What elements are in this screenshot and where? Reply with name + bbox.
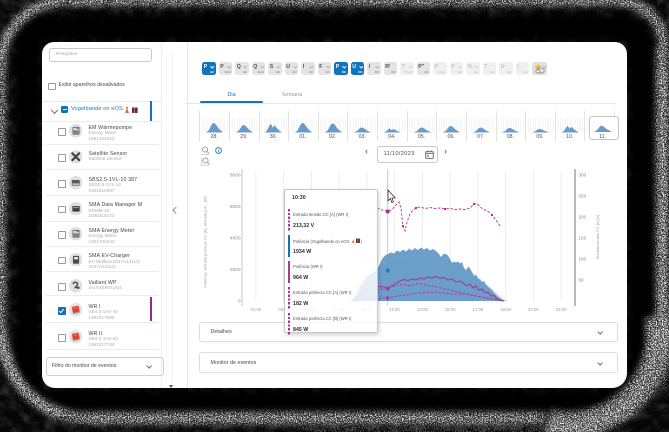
svg-text:200: 200 bbox=[579, 215, 587, 220]
svg-text:15:00: 15:00 bbox=[445, 307, 456, 312]
svg-text:23:00: 23:00 bbox=[556, 307, 567, 312]
svg-text:17:00: 17:00 bbox=[473, 307, 484, 312]
svg-text:2000: 2000 bbox=[230, 267, 241, 273]
svg-text:01:00: 01:00 bbox=[251, 307, 262, 312]
svg-text:150: 150 bbox=[579, 236, 587, 241]
svg-text:250: 250 bbox=[579, 194, 587, 199]
svg-text:11:00: 11:00 bbox=[389, 307, 400, 312]
svg-text:0: 0 bbox=[238, 299, 241, 305]
svg-text:6000: 6000 bbox=[230, 204, 241, 210]
svg-text:300: 300 bbox=[579, 173, 587, 178]
svg-text:21:00: 21:00 bbox=[528, 307, 539, 312]
svg-text:19:00: 19:00 bbox=[500, 307, 511, 312]
svg-text:8000: 8000 bbox=[230, 173, 241, 179]
svg-text:50: 50 bbox=[579, 278, 585, 283]
svg-text:13:00: 13:00 bbox=[417, 307, 428, 312]
svg-text:100: 100 bbox=[579, 257, 587, 262]
svg-text:4000: 4000 bbox=[230, 236, 241, 242]
svg-text:Potência, Entrada potência CC: Potência, Entrada potência CC [A], Entra… bbox=[203, 196, 208, 288]
svg-text:03:00: 03:00 bbox=[278, 307, 289, 312]
svg-text:Entrada tensão CC [A] [V]: Entrada tensão CC [A] [V] bbox=[595, 215, 600, 260]
